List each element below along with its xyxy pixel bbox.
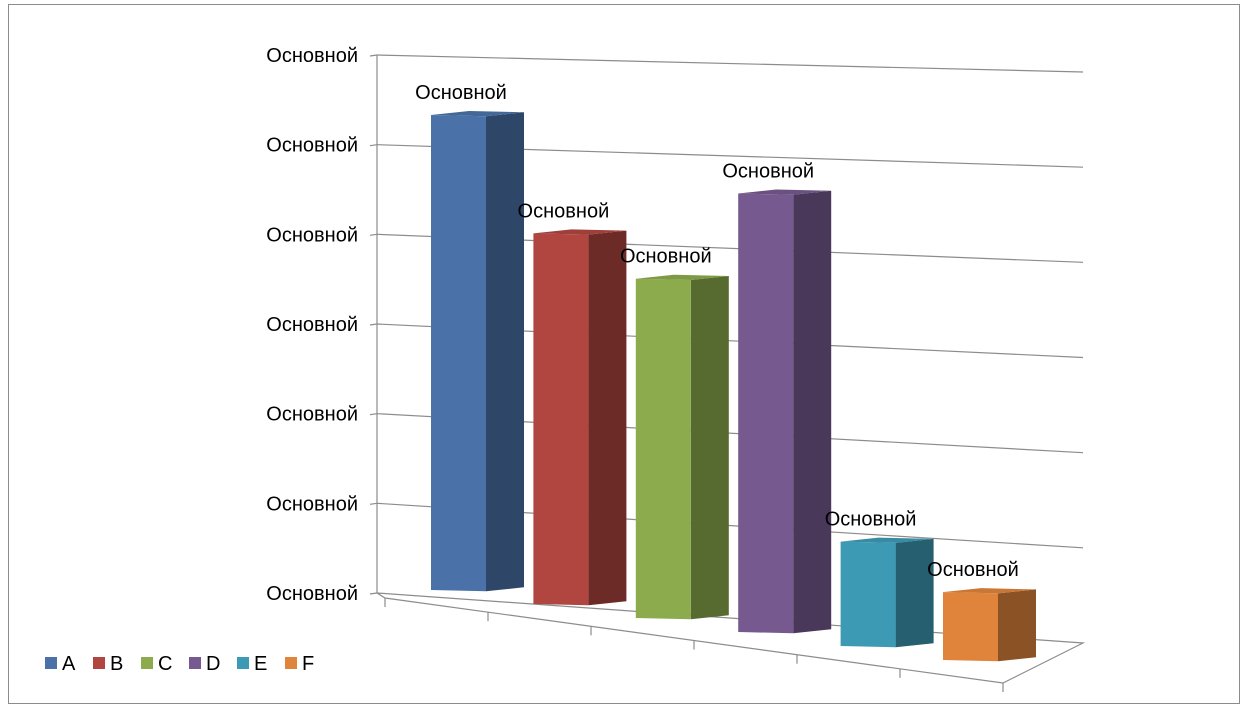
bar-E — [840, 537, 934, 648]
bar-front — [943, 592, 998, 662]
bar-side — [486, 112, 524, 592]
bar-side — [588, 230, 627, 606]
bar-top — [943, 588, 1036, 594]
legend-label: D — [206, 653, 220, 675]
legend-item: A — [45, 653, 76, 675]
bars — [431, 110, 1036, 662]
bar-front — [431, 114, 486, 592]
legend: A B C D E F — [45, 653, 314, 675]
gridline — [376, 54, 1084, 73]
bar-C — [635, 274, 729, 620]
y-tick-mark — [369, 54, 378, 57]
y-tick-mark — [369, 233, 378, 236]
data-label: Основной — [415, 82, 507, 104]
y-tick-label: Основной — [266, 224, 358, 246]
bar-F — [943, 588, 1036, 662]
bar-top — [635, 274, 729, 280]
bar-side — [895, 538, 934, 648]
y-tick-mark — [369, 413, 378, 416]
legend-item: B — [93, 653, 123, 675]
y-tick-label: Основной — [266, 314, 358, 336]
y-tick-labels: Основной Основной Основной Основной Основной… — [266, 45, 358, 605]
legend-swatch — [141, 657, 153, 669]
legend-swatch — [45, 657, 57, 669]
y-tick-label: Основной — [266, 583, 358, 605]
bar-side — [998, 589, 1036, 662]
data-label: Основной — [927, 559, 1019, 581]
y-tick-mark — [369, 592, 378, 595]
bar-front — [635, 278, 691, 620]
legend-label: C — [158, 653, 172, 675]
legend-item: C — [141, 653, 172, 675]
legend-item: D — [189, 653, 220, 675]
bar-top — [533, 229, 627, 235]
data-label: Основной — [518, 200, 610, 222]
legend-label: A — [62, 653, 76, 675]
bar-front — [533, 233, 589, 606]
bar-side — [793, 190, 832, 634]
bar-top — [840, 537, 934, 543]
legend-swatch — [285, 657, 297, 669]
y-tick-mark — [369, 144, 378, 147]
bar-A — [431, 110, 524, 592]
legend-label: F — [302, 653, 314, 675]
y-tick-mark — [369, 323, 378, 326]
bar-B — [533, 229, 627, 606]
legend-swatch — [189, 657, 201, 669]
bar-front — [840, 541, 896, 648]
bar-top — [738, 189, 832, 195]
y-tick-mark — [369, 502, 378, 505]
legend-label: E — [254, 653, 267, 675]
bar-side — [690, 275, 729, 620]
legend-item: F — [285, 653, 314, 675]
bar-front — [738, 193, 794, 634]
legend-swatch — [237, 657, 249, 669]
y-tick-label: Основной — [266, 135, 358, 157]
y-tick-label: Основной — [266, 404, 358, 426]
legend-item: E — [237, 653, 267, 675]
y-tick-label: Основной — [266, 493, 358, 515]
y-tick-label: Основной — [266, 45, 358, 67]
data-label: Основной — [722, 161, 814, 183]
bar-top — [431, 110, 524, 117]
legend-swatch — [93, 657, 105, 669]
axes — [369, 54, 1086, 692]
data-labels: Основной Основной Основной Основной Основной… — [415, 82, 1019, 581]
bar-D — [738, 189, 832, 634]
data-label: Основной — [825, 509, 917, 531]
legend-label: B — [110, 653, 123, 675]
data-label: Основной — [620, 246, 712, 268]
